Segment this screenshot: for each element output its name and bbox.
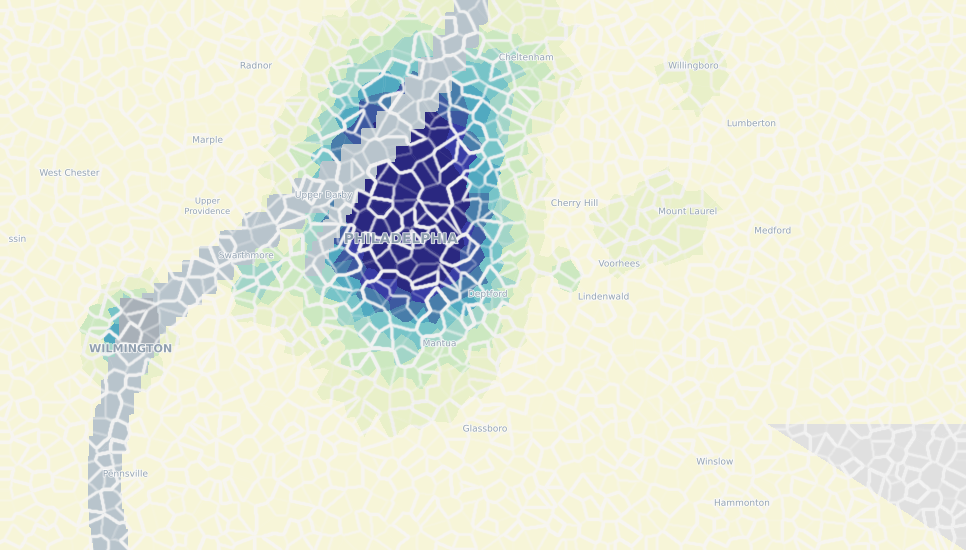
Text: Winslow: Winslow [696,458,733,466]
Text: Glassboro: Glassboro [463,425,507,433]
Text: Mantua: Mantua [422,339,457,348]
Text: Voorhees: Voorhees [598,260,640,268]
Text: Swarthmore: Swarthmore [218,251,274,260]
Text: Lumberton: Lumberton [726,119,777,128]
Text: ssin: ssin [9,235,26,244]
Text: Hammonton: Hammonton [714,499,770,508]
Text: Radnor: Radnor [240,62,272,70]
Text: Mount Laurel: Mount Laurel [658,207,718,216]
Text: Upper Darby: Upper Darby [295,191,353,200]
Text: Medford: Medford [754,227,791,235]
Text: Cherry Hill: Cherry Hill [551,199,599,208]
Text: Deptford: Deptford [468,290,508,299]
Text: PHILADELPHIA: PHILADELPHIA [344,232,458,246]
Text: Marple: Marple [192,136,223,145]
Text: Pennsville: Pennsville [102,470,149,478]
Text: Cheltenham: Cheltenham [498,53,554,62]
Text: Willingboro: Willingboro [668,62,719,70]
Text: West Chester: West Chester [40,169,99,178]
Text: Upper
Providence: Upper Providence [185,196,231,216]
Text: Lindenwald: Lindenwald [578,293,630,301]
Text: WILMINGTON: WILMINGTON [89,344,172,354]
